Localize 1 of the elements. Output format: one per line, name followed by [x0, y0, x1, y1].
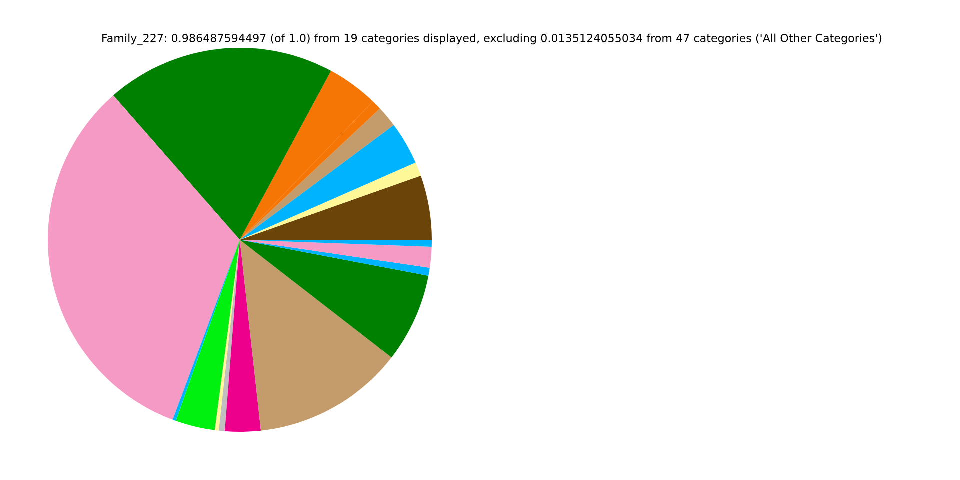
text: Family_227: 0.986487594497 (of 1.0) from 19 categories displayed, excluding 0.0135124055034 from 47 categories ('All Other Categories') — [102, 34, 882, 45]
